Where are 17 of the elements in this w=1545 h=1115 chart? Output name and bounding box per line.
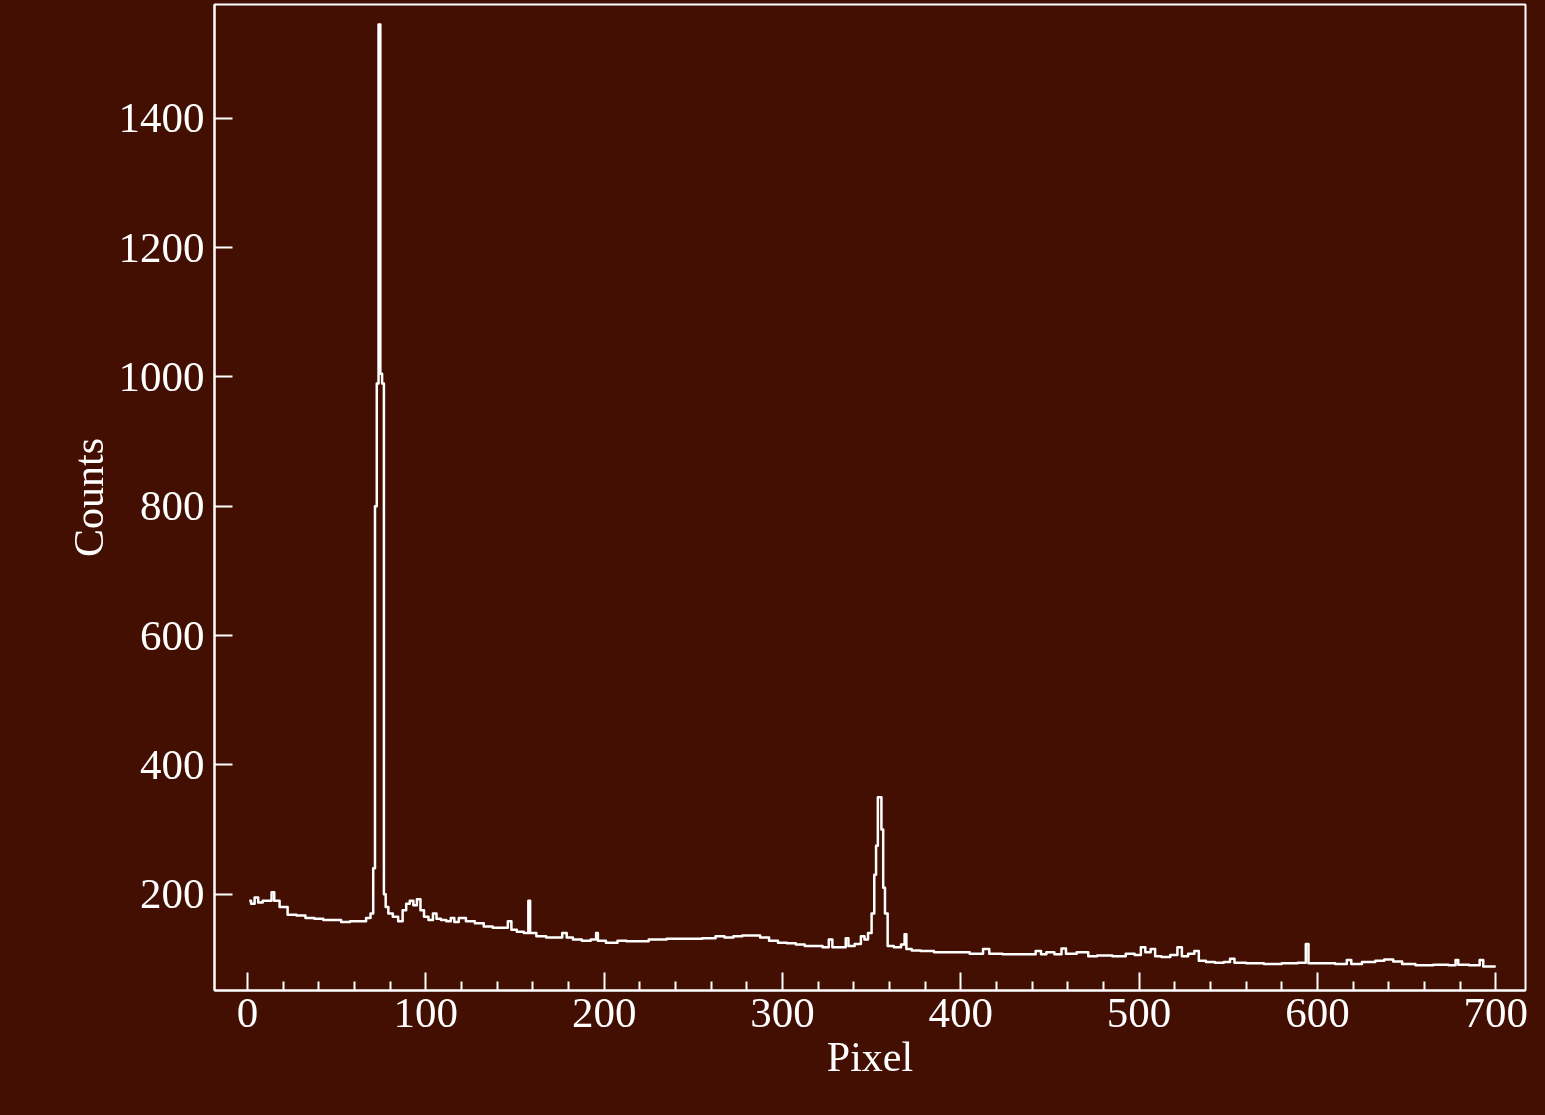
x-tick-label: 100	[393, 988, 459, 1036]
y-tick-label: 1200	[118, 223, 205, 271]
x-tick-label: 500	[1106, 988, 1172, 1036]
y-tick-label: 1400	[118, 94, 205, 142]
y-axis-title: Counts	[65, 437, 112, 558]
x-tick-label: 400	[928, 988, 994, 1036]
x-tick-label: 0	[236, 988, 259, 1036]
x-tick-label: 200	[571, 988, 637, 1036]
x-axis-title: Pixel	[826, 1033, 914, 1080]
y-tick-label: 400	[140, 740, 205, 788]
y-tick-label: 600	[140, 611, 205, 659]
x-tick-label: 600	[1285, 988, 1350, 1036]
x-tick-label: 700	[1463, 988, 1528, 1036]
y-tick-label: 200	[140, 870, 205, 918]
y-tick-label: 800	[140, 482, 205, 530]
x-tick-label: 300	[750, 988, 815, 1036]
y-tick-label: 1000	[118, 352, 205, 400]
